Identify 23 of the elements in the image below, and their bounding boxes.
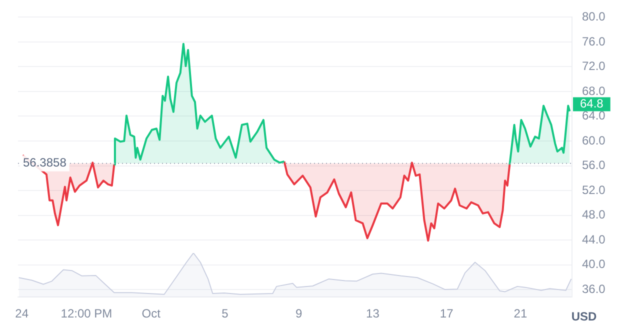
x-tick-label: 24 [15, 306, 29, 321]
y-tick-label: 52.0 [582, 182, 606, 197]
y-tick-label: 80.0 [582, 10, 606, 24]
y-tick-label: 76.0 [582, 34, 606, 48]
y-tick-label: 56.0 [582, 158, 606, 172]
y-tick-label: 68.0 [582, 84, 606, 98]
x-tick-label: Oct [142, 306, 162, 321]
y-tick-label: 40.0 [582, 257, 606, 272]
x-tick-label: 21 [514, 306, 528, 321]
ref-line-label: 56.3858 [23, 156, 67, 170]
y-tick-label: 72.0 [582, 59, 606, 74]
y-axis-title: USD [571, 309, 597, 324]
y-tick-label: 60.0 [582, 133, 606, 148]
x-tick-label: 17 [440, 306, 454, 321]
x-tick-label: 13 [366, 306, 380, 321]
text: 64.8 [580, 96, 604, 111]
x-tick-label: 9 [296, 306, 303, 321]
y-tick-label: 64.0 [582, 108, 606, 123]
y-tick-label: 44.0 [582, 232, 606, 246]
x-tick-label: 12:00 PM [60, 306, 112, 321]
x-tick-label: 5 [222, 306, 229, 321]
y-tick-label: 36.0 [582, 282, 606, 296]
y-tick-label: 48.0 [582, 208, 606, 222]
